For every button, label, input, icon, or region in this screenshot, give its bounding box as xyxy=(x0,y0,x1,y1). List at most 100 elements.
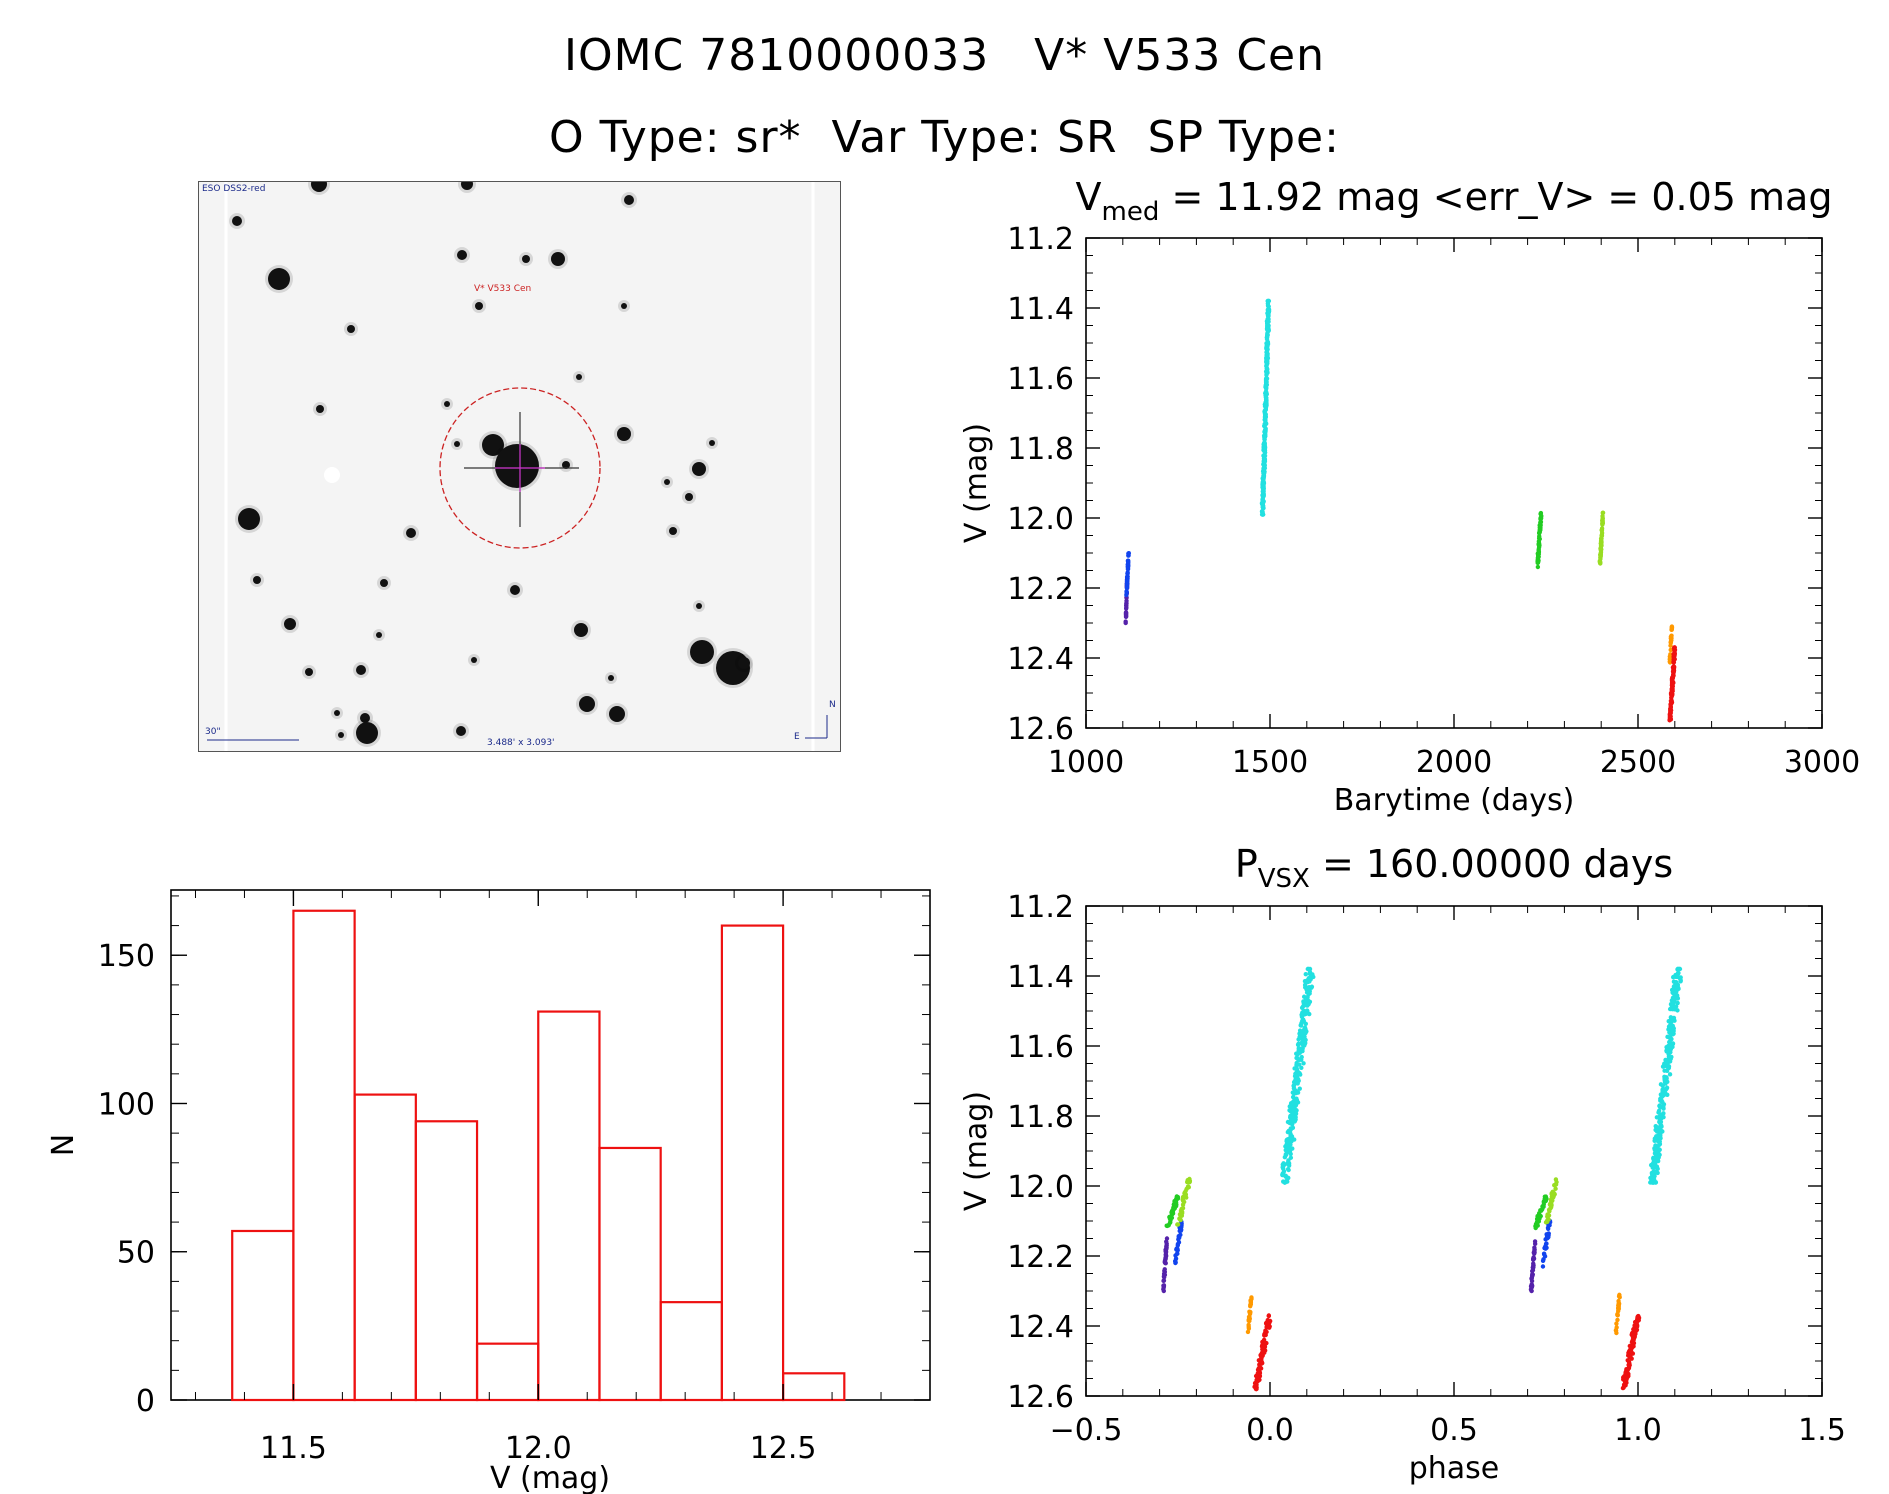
data-point xyxy=(1650,1171,1655,1176)
y-axis-label: V (mag) xyxy=(959,1091,994,1211)
data-point xyxy=(1299,1054,1304,1060)
data-point xyxy=(1669,691,1674,696)
scale-label: 30" xyxy=(205,727,221,737)
data-point xyxy=(1264,343,1270,349)
x-tick-label: 0.0 xyxy=(1246,1413,1294,1448)
data-point xyxy=(1161,1271,1167,1277)
data-point xyxy=(1286,1158,1291,1163)
data-point xyxy=(1598,536,1604,541)
data-point xyxy=(1288,1113,1293,1119)
y-tick-label: 0 xyxy=(136,1384,155,1419)
data-point xyxy=(1662,1087,1667,1092)
data-point xyxy=(1124,584,1130,590)
data-point xyxy=(1307,991,1312,996)
x-tick-label: 1500 xyxy=(1232,745,1308,780)
star xyxy=(444,401,450,407)
data-point xyxy=(1529,1288,1534,1294)
y-tick-label: 12.4 xyxy=(1007,642,1074,677)
x-tick-label: 12.5 xyxy=(750,1431,817,1466)
data-point xyxy=(1621,1377,1626,1382)
data-point xyxy=(1616,1303,1621,1308)
data-point xyxy=(1655,1170,1660,1176)
data-point xyxy=(1667,1072,1673,1077)
data-point xyxy=(1672,990,1678,995)
data-point xyxy=(1670,686,1675,692)
data-point xyxy=(1246,1314,1252,1320)
data-point xyxy=(1671,1001,1676,1006)
data-point xyxy=(1304,1008,1310,1013)
data-point xyxy=(1616,1298,1621,1304)
data-point xyxy=(1545,1226,1551,1232)
data-point xyxy=(1173,1253,1178,1258)
data-point xyxy=(1306,975,1312,981)
data-point xyxy=(1174,1246,1180,1251)
data-point xyxy=(1657,1113,1663,1119)
data-point xyxy=(1670,1041,1676,1046)
star xyxy=(579,696,595,712)
histogram-panel: 11.5 12.0 12.5 0 50 100 150 V (mag) N xyxy=(46,889,931,1494)
data-point xyxy=(1264,352,1269,358)
star xyxy=(738,657,750,669)
data-point xyxy=(1531,1250,1537,1255)
data-point xyxy=(1176,1234,1182,1240)
data-point xyxy=(1657,1139,1663,1144)
data-point xyxy=(1299,1065,1304,1071)
star xyxy=(664,479,670,485)
x-tick-label: 1.0 xyxy=(1614,1413,1662,1448)
data-point xyxy=(1543,1246,1548,1251)
data-point xyxy=(1540,1264,1546,1269)
y-tick-label: 11.8 xyxy=(1007,432,1074,467)
data-point xyxy=(1283,1147,1288,1153)
data-point xyxy=(1264,358,1270,363)
star xyxy=(482,434,504,456)
data-point xyxy=(1662,1074,1667,1079)
data-point xyxy=(1538,523,1543,528)
star xyxy=(522,255,530,263)
data-point xyxy=(1248,1302,1254,1307)
y-tick-label: 12.0 xyxy=(1007,1170,1074,1205)
data-point xyxy=(1262,449,1268,455)
star xyxy=(475,302,483,310)
data-point xyxy=(1533,1223,1538,1229)
data-point xyxy=(1287,1104,1292,1109)
data-point xyxy=(1298,1023,1304,1028)
y-tick-label: 12.6 xyxy=(1007,1380,1074,1415)
data-point xyxy=(1657,1135,1663,1141)
histogram-bar xyxy=(353,1093,417,1402)
star xyxy=(669,527,677,535)
star xyxy=(338,732,344,738)
data-point xyxy=(1161,1286,1166,1292)
data-point xyxy=(1161,1278,1166,1284)
data-point xyxy=(1185,1184,1191,1189)
data-point xyxy=(1185,1179,1191,1185)
data-point xyxy=(1664,1045,1669,1050)
data-point xyxy=(1295,1090,1301,1095)
data-point xyxy=(1282,1180,1287,1185)
star xyxy=(334,710,340,716)
data-point xyxy=(1288,1132,1293,1137)
star xyxy=(457,250,467,260)
data-point xyxy=(1297,1086,1302,1091)
data-point xyxy=(1540,1207,1545,1212)
data-point xyxy=(1299,1032,1304,1037)
data-point xyxy=(1653,1155,1659,1160)
data-point xyxy=(1286,1146,1292,1151)
data-point xyxy=(1662,1068,1667,1073)
data-point xyxy=(1545,1219,1550,1225)
data-point xyxy=(1623,1371,1628,1376)
data-point xyxy=(1545,1212,1550,1217)
data-point xyxy=(1246,1318,1251,1323)
data-point xyxy=(1253,1386,1259,1392)
data-point xyxy=(1615,1308,1621,1314)
data-point xyxy=(1266,1313,1272,1319)
data-point xyxy=(1172,1199,1178,1204)
data-point xyxy=(1627,1354,1632,1360)
data-point xyxy=(1307,966,1313,972)
x-tick-label: 1.5 xyxy=(1798,1413,1846,1448)
data-point xyxy=(1674,986,1679,992)
data-point xyxy=(1246,1326,1252,1331)
data-point xyxy=(1654,1125,1659,1130)
phased-light-curve-panel: −0.5 0.0 0.5 1.0 1.5 11.2 11.4 11.6 11.8 12.0 12.2… xyxy=(959,842,1846,1486)
star xyxy=(376,632,382,638)
